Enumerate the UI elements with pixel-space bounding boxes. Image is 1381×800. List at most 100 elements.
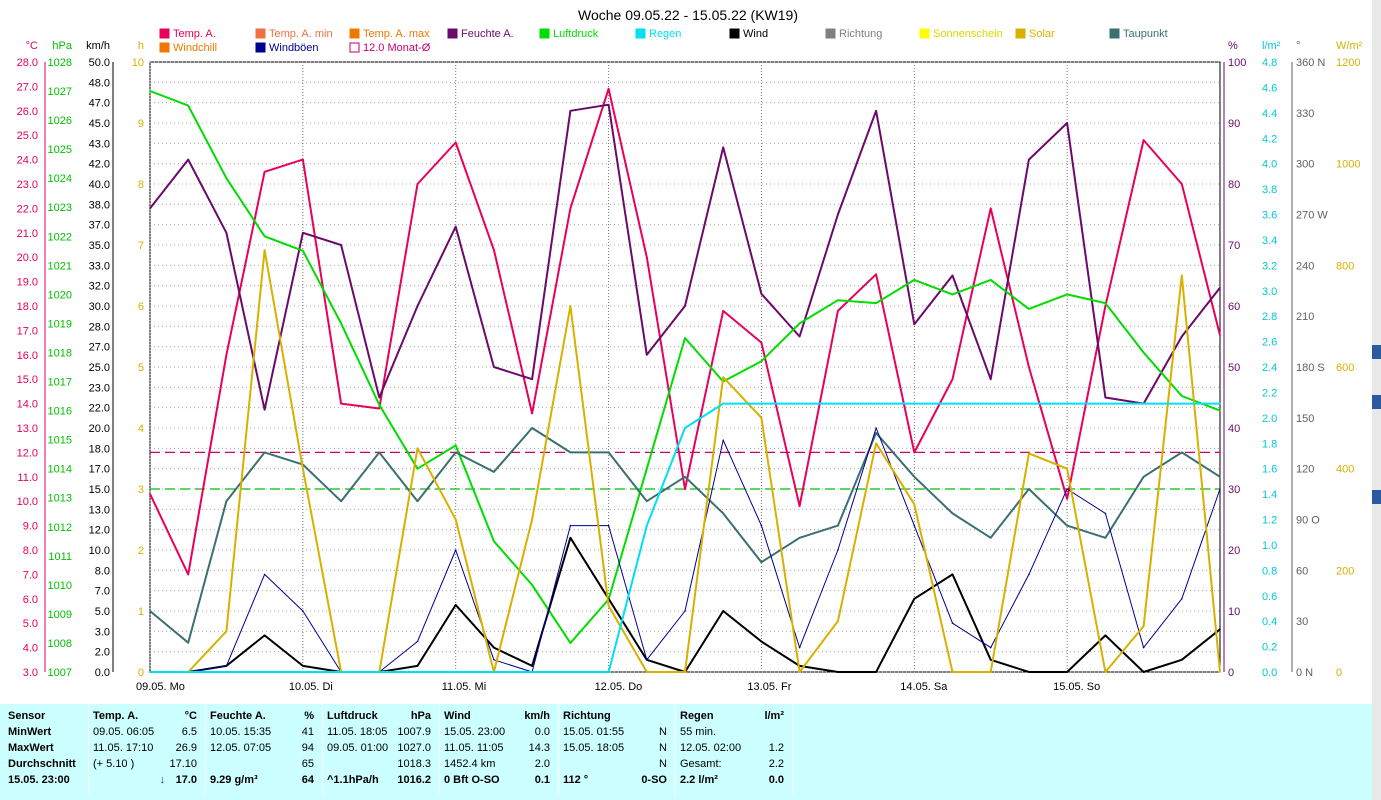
data-point bbox=[454, 141, 457, 144]
data-point bbox=[225, 671, 228, 673]
stats-column-head: Feuchte A. bbox=[210, 710, 266, 722]
day-label: 13.05. Fr bbox=[747, 681, 791, 693]
data-point bbox=[569, 305, 572, 307]
data-point bbox=[454, 451, 457, 454]
stats-cell-label: 112 ° bbox=[563, 774, 589, 786]
data-point bbox=[149, 207, 151, 210]
legend-swatch bbox=[539, 28, 550, 39]
data-point bbox=[493, 659, 495, 661]
rain-axis-tick: 1.6 bbox=[1262, 464, 1277, 476]
wind-axis-tick: 15.0 bbox=[89, 484, 110, 496]
data-point bbox=[684, 305, 686, 307]
data-point bbox=[722, 512, 724, 515]
stats-cell-label: 9.29 g/m³ bbox=[210, 774, 258, 786]
stats-cell-label: (+ 5.10 ) bbox=[93, 758, 135, 770]
wind-axis-tick: 40.0 bbox=[89, 179, 110, 191]
data-point bbox=[225, 500, 228, 503]
data-point bbox=[989, 378, 992, 381]
stats-cell-label: 11.05. 11:05 bbox=[444, 742, 504, 754]
pressure-axis-tick: 1007 bbox=[48, 667, 72, 679]
rain-axis-tick: 1.4 bbox=[1262, 489, 1277, 501]
data-point bbox=[263, 671, 266, 673]
data-point bbox=[913, 476, 916, 478]
pressure-axis-tick: 1013 bbox=[48, 493, 72, 505]
pressure-axis-tick: 1012 bbox=[48, 522, 72, 534]
legend-swatch bbox=[919, 28, 930, 39]
rain-axis-tick: 2.0 bbox=[1262, 413, 1277, 425]
solar-axis-tick: 800 bbox=[1336, 260, 1354, 272]
temp-axis-tick: 27.0 bbox=[17, 81, 38, 93]
data-point bbox=[1181, 274, 1183, 277]
stats-temp-col: Temp. A. °C 09.05. 06:05 6.5 11.05. 17:10 26.… bbox=[89, 704, 206, 796]
data-point bbox=[1066, 524, 1068, 527]
data-point bbox=[875, 427, 877, 429]
data-point bbox=[989, 207, 992, 210]
data-point bbox=[798, 335, 801, 338]
data-point bbox=[187, 671, 189, 673]
wind-axis-tick: 38.0 bbox=[89, 199, 110, 211]
data-point bbox=[263, 573, 266, 576]
rain-axis-tick: 0.4 bbox=[1262, 616, 1277, 628]
data-point bbox=[531, 412, 533, 415]
stats-cell-value: 64 bbox=[301, 774, 314, 786]
sun-axis-tick: 2 bbox=[138, 545, 144, 557]
data-point bbox=[302, 665, 304, 667]
data-point bbox=[760, 360, 763, 363]
temp-axis-tick: 3.0 bbox=[23, 667, 38, 679]
data-point bbox=[1066, 293, 1068, 296]
data-point bbox=[722, 610, 724, 612]
wind-axis-tick: 12.0 bbox=[89, 525, 110, 537]
humidity-axis-tick: 10 bbox=[1228, 606, 1240, 618]
pressure-axis-tick: 1020 bbox=[48, 289, 72, 301]
temp-axis-tick: 18.0 bbox=[17, 301, 38, 313]
pressure-axis-tick: 1023 bbox=[48, 202, 72, 214]
stats-cell-value: 26.9 bbox=[175, 742, 197, 754]
data-point bbox=[531, 378, 533, 381]
data-point bbox=[875, 273, 877, 276]
pressure-axis-tick: 1021 bbox=[48, 260, 72, 272]
pressure-axis-tick: 1025 bbox=[48, 144, 72, 156]
stats-cell-label: 0 Bft O-SO bbox=[444, 774, 500, 786]
legend-label: Feuchte A. bbox=[461, 28, 514, 40]
data-point bbox=[951, 274, 954, 277]
humidity-axis-tick: 90 bbox=[1228, 118, 1240, 130]
data-point bbox=[302, 250, 304, 252]
data-point bbox=[1219, 409, 1221, 412]
pressure-axis-tick: 1014 bbox=[48, 464, 72, 476]
pressure-axis-tick: 1019 bbox=[48, 318, 72, 330]
data-point bbox=[1028, 366, 1030, 368]
data-point bbox=[798, 322, 801, 325]
sun-axis-tick: 4 bbox=[138, 423, 144, 435]
pressure-axis-tick: 1026 bbox=[48, 115, 72, 127]
stats-cell-value: 17.10 bbox=[169, 758, 197, 770]
data-point bbox=[569, 451, 572, 454]
legend-label: Richtung bbox=[839, 28, 882, 40]
data-point bbox=[263, 408, 266, 411]
data-point bbox=[607, 524, 610, 527]
temp-axis-tick: 8.0 bbox=[23, 545, 38, 557]
sun-axis-unit: h bbox=[138, 40, 144, 52]
sun-axis-tick: 7 bbox=[138, 240, 144, 252]
data-point bbox=[684, 427, 686, 429]
data-point bbox=[225, 354, 228, 356]
data-point bbox=[416, 305, 419, 307]
stats-sensor-head: Sensor bbox=[8, 710, 46, 722]
wind-axis-tick: 50.0 bbox=[89, 57, 110, 69]
data-point bbox=[1142, 139, 1145, 141]
data-point bbox=[989, 279, 992, 281]
direction-axis-tick: 210 bbox=[1296, 311, 1314, 323]
data-point bbox=[187, 158, 189, 161]
legend-swatch bbox=[255, 42, 266, 53]
temp-axis-tick: 4.0 bbox=[23, 643, 38, 655]
wind-axis-tick: 37.0 bbox=[89, 220, 110, 232]
data-point bbox=[913, 402, 916, 405]
data-point bbox=[1142, 476, 1145, 478]
stats-wind-col: Wind km/h 15.05. 23:00 0.0 11.05. 11:05 14.3 1… bbox=[440, 704, 559, 796]
temp-axis-tick: 24.0 bbox=[17, 155, 38, 167]
wind-axis-tick: 2.0 bbox=[95, 647, 110, 659]
data-point bbox=[951, 512, 954, 515]
data-point bbox=[837, 299, 839, 302]
data-point bbox=[1028, 488, 1030, 490]
temp-axis-tick: 17.0 bbox=[17, 325, 38, 337]
legend-label: Solar bbox=[1029, 28, 1055, 40]
